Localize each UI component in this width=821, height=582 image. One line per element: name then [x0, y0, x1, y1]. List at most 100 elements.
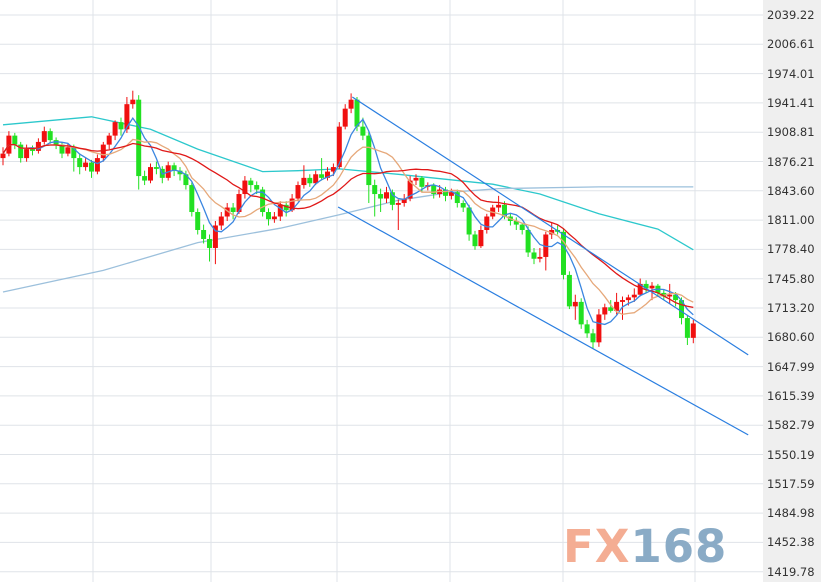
candle-up	[325, 171, 330, 178]
candle-down	[118, 122, 124, 130]
candle-up	[242, 180, 248, 195]
candle-up	[602, 307, 608, 315]
candle-down	[254, 185, 260, 190]
candle-up	[667, 294, 673, 297]
candle-down	[354, 99, 360, 127]
candle-up	[236, 194, 242, 213]
candle-down	[142, 176, 148, 181]
candle-up	[496, 204, 502, 208]
candle-up	[212, 225, 218, 248]
y-tick-label: 1745.80	[767, 271, 815, 286]
candle-up	[596, 314, 602, 343]
candle-up	[83, 162, 89, 168]
candle-down	[643, 283, 649, 289]
candle-down	[53, 140, 59, 145]
ma10-line	[2, 138, 694, 315]
y-tick-label: 2039.22	[767, 8, 815, 22]
candle-down	[177, 170, 183, 175]
candle-up	[572, 301, 578, 307]
y-tick-label: 1811.00	[767, 213, 815, 228]
watermark-168: 168	[630, 520, 728, 573]
candle-down	[153, 167, 159, 169]
candle-down	[502, 204, 507, 217]
candle-down	[673, 294, 679, 301]
y-tick-label: 1680.60	[767, 330, 815, 345]
candle-up	[484, 216, 490, 230]
candle-down	[183, 174, 189, 186]
candle-up	[100, 144, 106, 159]
candle-up	[478, 229, 484, 247]
candle-up	[649, 285, 655, 289]
candle-up	[277, 204, 283, 217]
candle-down	[531, 252, 537, 259]
candle-down	[12, 135, 18, 145]
candle-up	[148, 167, 153, 181]
candle-up	[330, 167, 336, 172]
candle-down	[684, 318, 690, 338]
candle-down	[519, 224, 525, 230]
candle-up	[289, 198, 295, 211]
y-tick-label: 1778.40	[767, 242, 815, 257]
candle-down	[366, 135, 372, 186]
y-tick-label: 2006.61	[767, 37, 815, 52]
candle-down	[608, 307, 614, 311]
trend-channel-line	[337, 206, 749, 436]
candle-down	[30, 149, 35, 151]
candle-up	[690, 323, 696, 338]
candle-up	[65, 147, 71, 154]
candle-up	[448, 192, 454, 196]
y-tick-label: 1876.21	[767, 154, 815, 169]
candle-down	[419, 177, 425, 187]
moving-average-line	[2, 116, 694, 251]
candle-down	[466, 207, 472, 235]
candle-down	[71, 147, 77, 159]
candle-up	[631, 294, 637, 298]
candle-up	[112, 122, 118, 136]
candle-up	[94, 158, 100, 172]
candle-up	[313, 174, 319, 184]
candle-up	[106, 135, 112, 145]
candle-up	[342, 108, 348, 127]
candle-down	[513, 221, 519, 225]
moving-average-line	[2, 186, 694, 293]
candle-up	[336, 126, 342, 168]
y-tick-label: 1419.78	[767, 564, 815, 579]
ma5-line	[2, 117, 694, 326]
candle-down	[260, 189, 266, 213]
candle-down	[248, 180, 254, 186]
candle-down	[89, 162, 94, 172]
candle-up	[407, 180, 413, 199]
candle-down	[283, 204, 289, 211]
candle-up	[24, 149, 30, 159]
candle-down	[171, 165, 177, 171]
candle-down	[201, 229, 207, 239]
y-tick-label: 1517.59	[767, 476, 815, 491]
candle-down	[195, 212, 201, 230]
candle-up	[271, 216, 277, 220]
price-axis-panel	[763, 0, 821, 582]
candle-down	[319, 174, 325, 178]
candle-down	[561, 231, 566, 275]
candle-up	[218, 216, 224, 226]
y-tick-label: 1941.41	[767, 95, 815, 110]
candle-up	[543, 234, 549, 257]
y-tick-label: 1647.99	[767, 359, 815, 374]
candle-down	[230, 207, 236, 213]
candle-down	[47, 131, 53, 141]
candle-down	[584, 324, 590, 334]
candle-down	[136, 99, 142, 177]
candle-up	[348, 99, 354, 109]
candle-up	[549, 229, 555, 235]
candle-up	[124, 104, 130, 130]
candle-up	[395, 203, 401, 205]
y-tick-label: 1582.79	[767, 418, 815, 433]
candle-down	[460, 203, 466, 208]
candle-down	[389, 192, 395, 205]
candle-up	[301, 177, 307, 186]
candle-down	[59, 144, 65, 154]
y-tick-label: 1974.01	[767, 66, 815, 81]
candle-up	[35, 141, 41, 151]
candle-down	[566, 274, 572, 307]
candle-up	[0, 153, 6, 159]
